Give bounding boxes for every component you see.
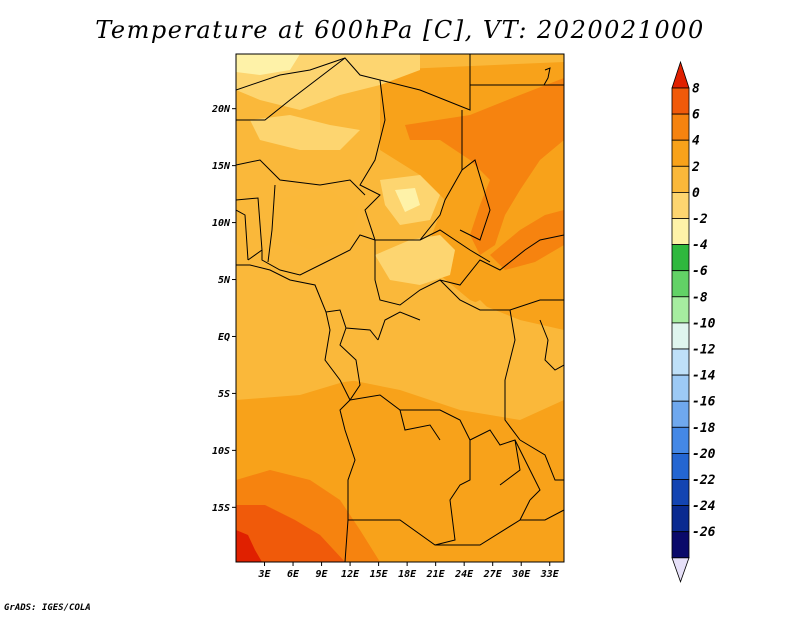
country-borders [236, 54, 564, 562]
colorbar-label: 8 [692, 82, 700, 97]
lat-tick-label: 20N [211, 104, 231, 115]
colorbar-label: -24 [692, 499, 716, 514]
colorbar-box [671, 531, 690, 559]
colorbar-label: 6 [692, 108, 700, 123]
colorbar-label: -14 [692, 369, 716, 384]
colorbar-label: -18 [692, 421, 716, 436]
colorbar-label: -20 [692, 447, 716, 462]
longitude-axis: 3E 6E 9E 12E 15E 18E 21E 24E 27E 30E 33E [257, 562, 560, 580]
colorbar-box [671, 400, 690, 428]
colorbar-label: -26 [692, 525, 716, 540]
colorbar-box [671, 270, 690, 298]
lon-tick-label: 21E [426, 569, 446, 580]
lon-tick-label: 24E [454, 569, 474, 580]
colorbar-box [671, 296, 690, 324]
lat-tick-label: 5S [218, 389, 230, 400]
colorbar-bottom-triangle [671, 557, 690, 583]
lat-tick-label: 10N [212, 218, 231, 229]
lat-tick-label: 5N [218, 275, 231, 286]
map-title: Temperature at 600hPa [C], VT: 202002100… [95, 16, 705, 44]
colorbar-label: -10 [692, 316, 716, 331]
grads-credit: GrADS: IGES/COLA [4, 603, 91, 613]
colorbar-box [671, 218, 690, 246]
colorbar-box [671, 165, 690, 193]
lon-tick-label: 9E [316, 569, 329, 580]
latitude-axis: 20N 15N 10N 5N EQ 5S 10S 15S [211, 104, 236, 514]
colorbar-box [671, 426, 690, 454]
lon-tick-label: 3E [257, 569, 271, 580]
colorbar-box [671, 113, 690, 141]
lat-tick-label: 10S [212, 446, 230, 457]
lon-tick-label: 30E [511, 569, 531, 580]
lat-tick-label: 15N [212, 161, 231, 172]
colorbar-label: -4 [692, 238, 708, 253]
lat-tick-label: 15S [212, 503, 230, 514]
colorbar-box [671, 505, 690, 533]
colorbar-label: -6 [692, 264, 708, 279]
colorbar-box [671, 452, 690, 480]
colorbar-top-triangle [671, 60, 690, 89]
colorbar-box [671, 348, 690, 376]
colorbar-box [671, 322, 690, 350]
colorbar-box [671, 139, 690, 167]
colorbar-label: -8 [692, 290, 708, 305]
colorbar-box [671, 87, 690, 115]
lon-tick-label: 33E [540, 569, 560, 580]
colorbar-box [671, 244, 690, 272]
colorbar-box [671, 479, 690, 507]
lon-tick-label: 12E [341, 569, 360, 580]
lon-tick-label: 15E [370, 569, 389, 580]
colorbar-label: 4 [692, 134, 700, 149]
colorbar-label: -12 [692, 343, 716, 358]
temperature-field [236, 54, 564, 562]
colorbar-label: -2 [692, 212, 708, 227]
lon-tick-label: 18E [398, 569, 417, 580]
colorbar: 8 6 4 2 0 -2 -4 -6 -8 -10 -12 -14 -16 -18 -20 -22 -24 -26 [671, 60, 716, 583]
colorbar-box [671, 374, 690, 402]
colorbar-label: -16 [692, 395, 716, 410]
lon-tick-label: 27E [483, 569, 503, 580]
colorbar-box [671, 191, 690, 219]
lon-tick-label: 6E [287, 569, 300, 580]
colorbar-label: -22 [692, 473, 716, 488]
colorbar-label: 0 [692, 186, 700, 201]
colorbar-label: 2 [691, 160, 700, 175]
lat-tick-label: EQ [218, 332, 230, 343]
map-frame [235, 53, 565, 563]
